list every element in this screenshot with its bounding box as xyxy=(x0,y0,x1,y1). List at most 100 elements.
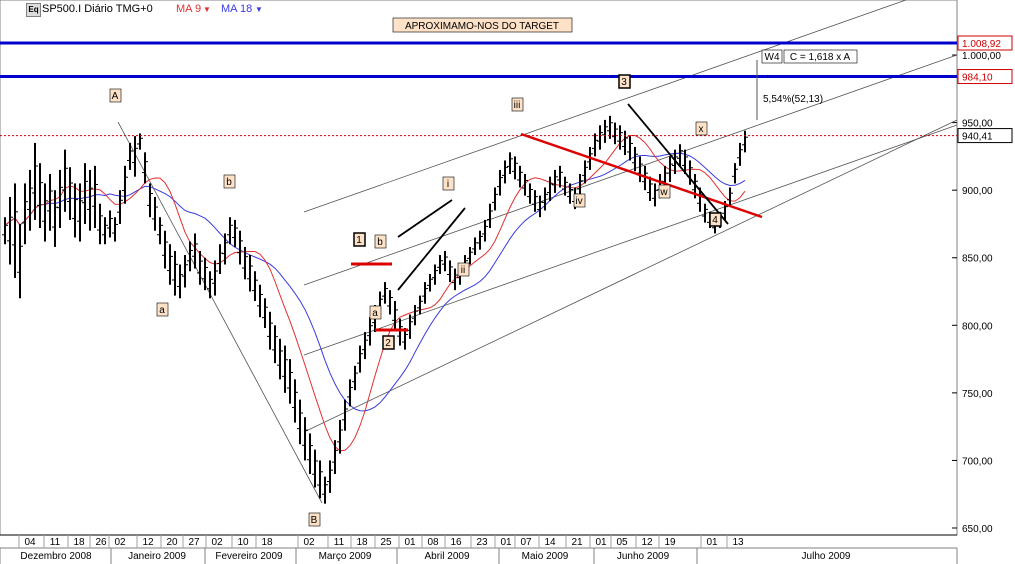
ma18-line xyxy=(4,152,746,412)
x-tick-label: 20 xyxy=(166,537,178,548)
wave-label-box xyxy=(109,88,122,103)
upper-target-label: 1.008,92 xyxy=(962,39,1001,50)
wave-label: 4 xyxy=(712,215,718,226)
month-label: Junho 2009 xyxy=(617,551,670,562)
wedge-bottom xyxy=(397,207,466,291)
x-tick-label: 02 xyxy=(303,537,315,548)
month-label: Fevereiro 2009 xyxy=(215,551,283,562)
month-label: Abril 2009 xyxy=(424,551,469,562)
y-tick-label: 750,00 xyxy=(962,389,993,400)
y-tick-label: 700,00 xyxy=(962,456,993,467)
wave-label: B xyxy=(311,515,318,526)
wave-label-box xyxy=(709,212,722,227)
x-tick-label: 01 xyxy=(500,537,512,548)
axes: 650,00 700,00 750,00 800,00 850,00 900,00 950,… xyxy=(0,51,1001,564)
x-tick-label: 18 xyxy=(261,537,273,548)
wave-label-box xyxy=(353,232,366,247)
ma9-dropdown-icon[interactable]: ▼ xyxy=(203,5,211,14)
x-tick-label: 18 xyxy=(356,537,368,548)
wave-label-box xyxy=(223,174,236,189)
month-label: Janeiro 2009 xyxy=(128,551,186,562)
x-tick-label: 05 xyxy=(616,537,628,548)
wave-label-box xyxy=(618,74,631,89)
x-tick-label: 12 xyxy=(641,537,653,548)
banner-box xyxy=(392,17,573,33)
x-tick-label: 01 xyxy=(595,537,607,548)
wave-label: 2 xyxy=(385,338,391,349)
ma18-label[interactable]: MA 18 xyxy=(221,3,253,15)
wave-label-box xyxy=(308,512,321,527)
wave-label: ii xyxy=(461,265,465,276)
ma9-label[interactable]: MA 9 xyxy=(176,3,202,15)
ma9-line xyxy=(4,135,746,452)
wave-label-box xyxy=(156,302,169,317)
ma18-dropdown-icon[interactable]: ▼ xyxy=(255,5,263,14)
wave-label: a xyxy=(372,308,378,319)
y-tick-label: 1.000,00 xyxy=(962,51,1001,62)
symbol-label[interactable]: SP500.I Diário TMG+0 xyxy=(42,3,153,15)
y-tick-label: 950,00 xyxy=(962,119,993,130)
last-price-label-box xyxy=(957,128,1013,144)
last-price-label: 940,41 xyxy=(962,132,993,143)
y-tick-label: 900,00 xyxy=(962,186,993,197)
x-tick-label: 08 xyxy=(427,537,439,548)
price-bars xyxy=(2,115,748,504)
wave-label-box xyxy=(374,234,387,249)
wave-label: i xyxy=(447,179,449,190)
w4-box xyxy=(761,49,783,64)
wave-label: w xyxy=(659,187,668,198)
ma18-series xyxy=(4,152,746,412)
month-label: Dezembro 2008 xyxy=(20,551,92,562)
wave-label-box xyxy=(369,305,382,320)
upper-target-label-box xyxy=(957,35,1013,51)
month-label: Maio 2009 xyxy=(522,551,569,562)
x-tick-label: 01 xyxy=(404,537,416,548)
wave-label-box xyxy=(658,184,671,199)
wave-label: iii xyxy=(514,100,521,111)
month-label: Julho 2009 xyxy=(802,551,851,562)
y-tick-label: 650,00 xyxy=(962,524,993,535)
x-tick-label: 02 xyxy=(114,537,126,548)
plot-area xyxy=(0,0,958,536)
wave-label-box xyxy=(695,121,708,136)
eq-badge[interactable]: Eq xyxy=(26,3,41,17)
channel-line-3 xyxy=(303,124,958,356)
x-tick-label: 13 xyxy=(732,537,744,548)
wave-4-line xyxy=(627,103,729,225)
decline-trendline xyxy=(117,121,323,504)
wave-label: x xyxy=(699,124,704,135)
x-tick-label: 01 xyxy=(706,537,718,548)
wave-label-box xyxy=(382,335,395,350)
wedge-top xyxy=(397,199,453,238)
x-tick-label: 11 xyxy=(334,537,345,548)
x-tick-label: 23 xyxy=(476,537,488,548)
wave-label: 1 xyxy=(356,235,362,246)
wave-label-box xyxy=(457,262,470,277)
channel-line-1 xyxy=(303,0,908,213)
x-tick-label: 07 xyxy=(520,537,532,548)
trend-channels xyxy=(117,0,958,504)
x-tick-label: 25 xyxy=(380,537,392,548)
c-ratio-label: C = 1,618 x A xyxy=(790,52,851,63)
wave-label: A xyxy=(112,91,119,102)
channel-line-2 xyxy=(303,54,958,286)
target-levels: 1.008,92 984,10 940,41 xyxy=(0,35,1013,144)
x-tick-label: 21 xyxy=(571,537,583,548)
wave-label: b xyxy=(377,237,383,248)
wave-label-box xyxy=(442,176,455,191)
wave-label: b xyxy=(226,177,232,188)
x-tick-label: 19 xyxy=(664,537,676,548)
x-tick-label: 10 xyxy=(237,537,249,548)
wave-label-box xyxy=(511,97,524,112)
y-axis-grid xyxy=(952,54,957,529)
y-tick-label: 800,00 xyxy=(962,321,993,332)
red-trendline xyxy=(520,132,763,219)
percent-change-label: 5,54%(52,13) xyxy=(763,94,823,105)
x-tick-label: 04 xyxy=(24,537,36,548)
channel-line-4 xyxy=(303,119,958,433)
x-tick-label: 18 xyxy=(73,537,85,548)
w4-label: W4 xyxy=(765,52,780,63)
x-tick-label: 27 xyxy=(188,537,200,548)
